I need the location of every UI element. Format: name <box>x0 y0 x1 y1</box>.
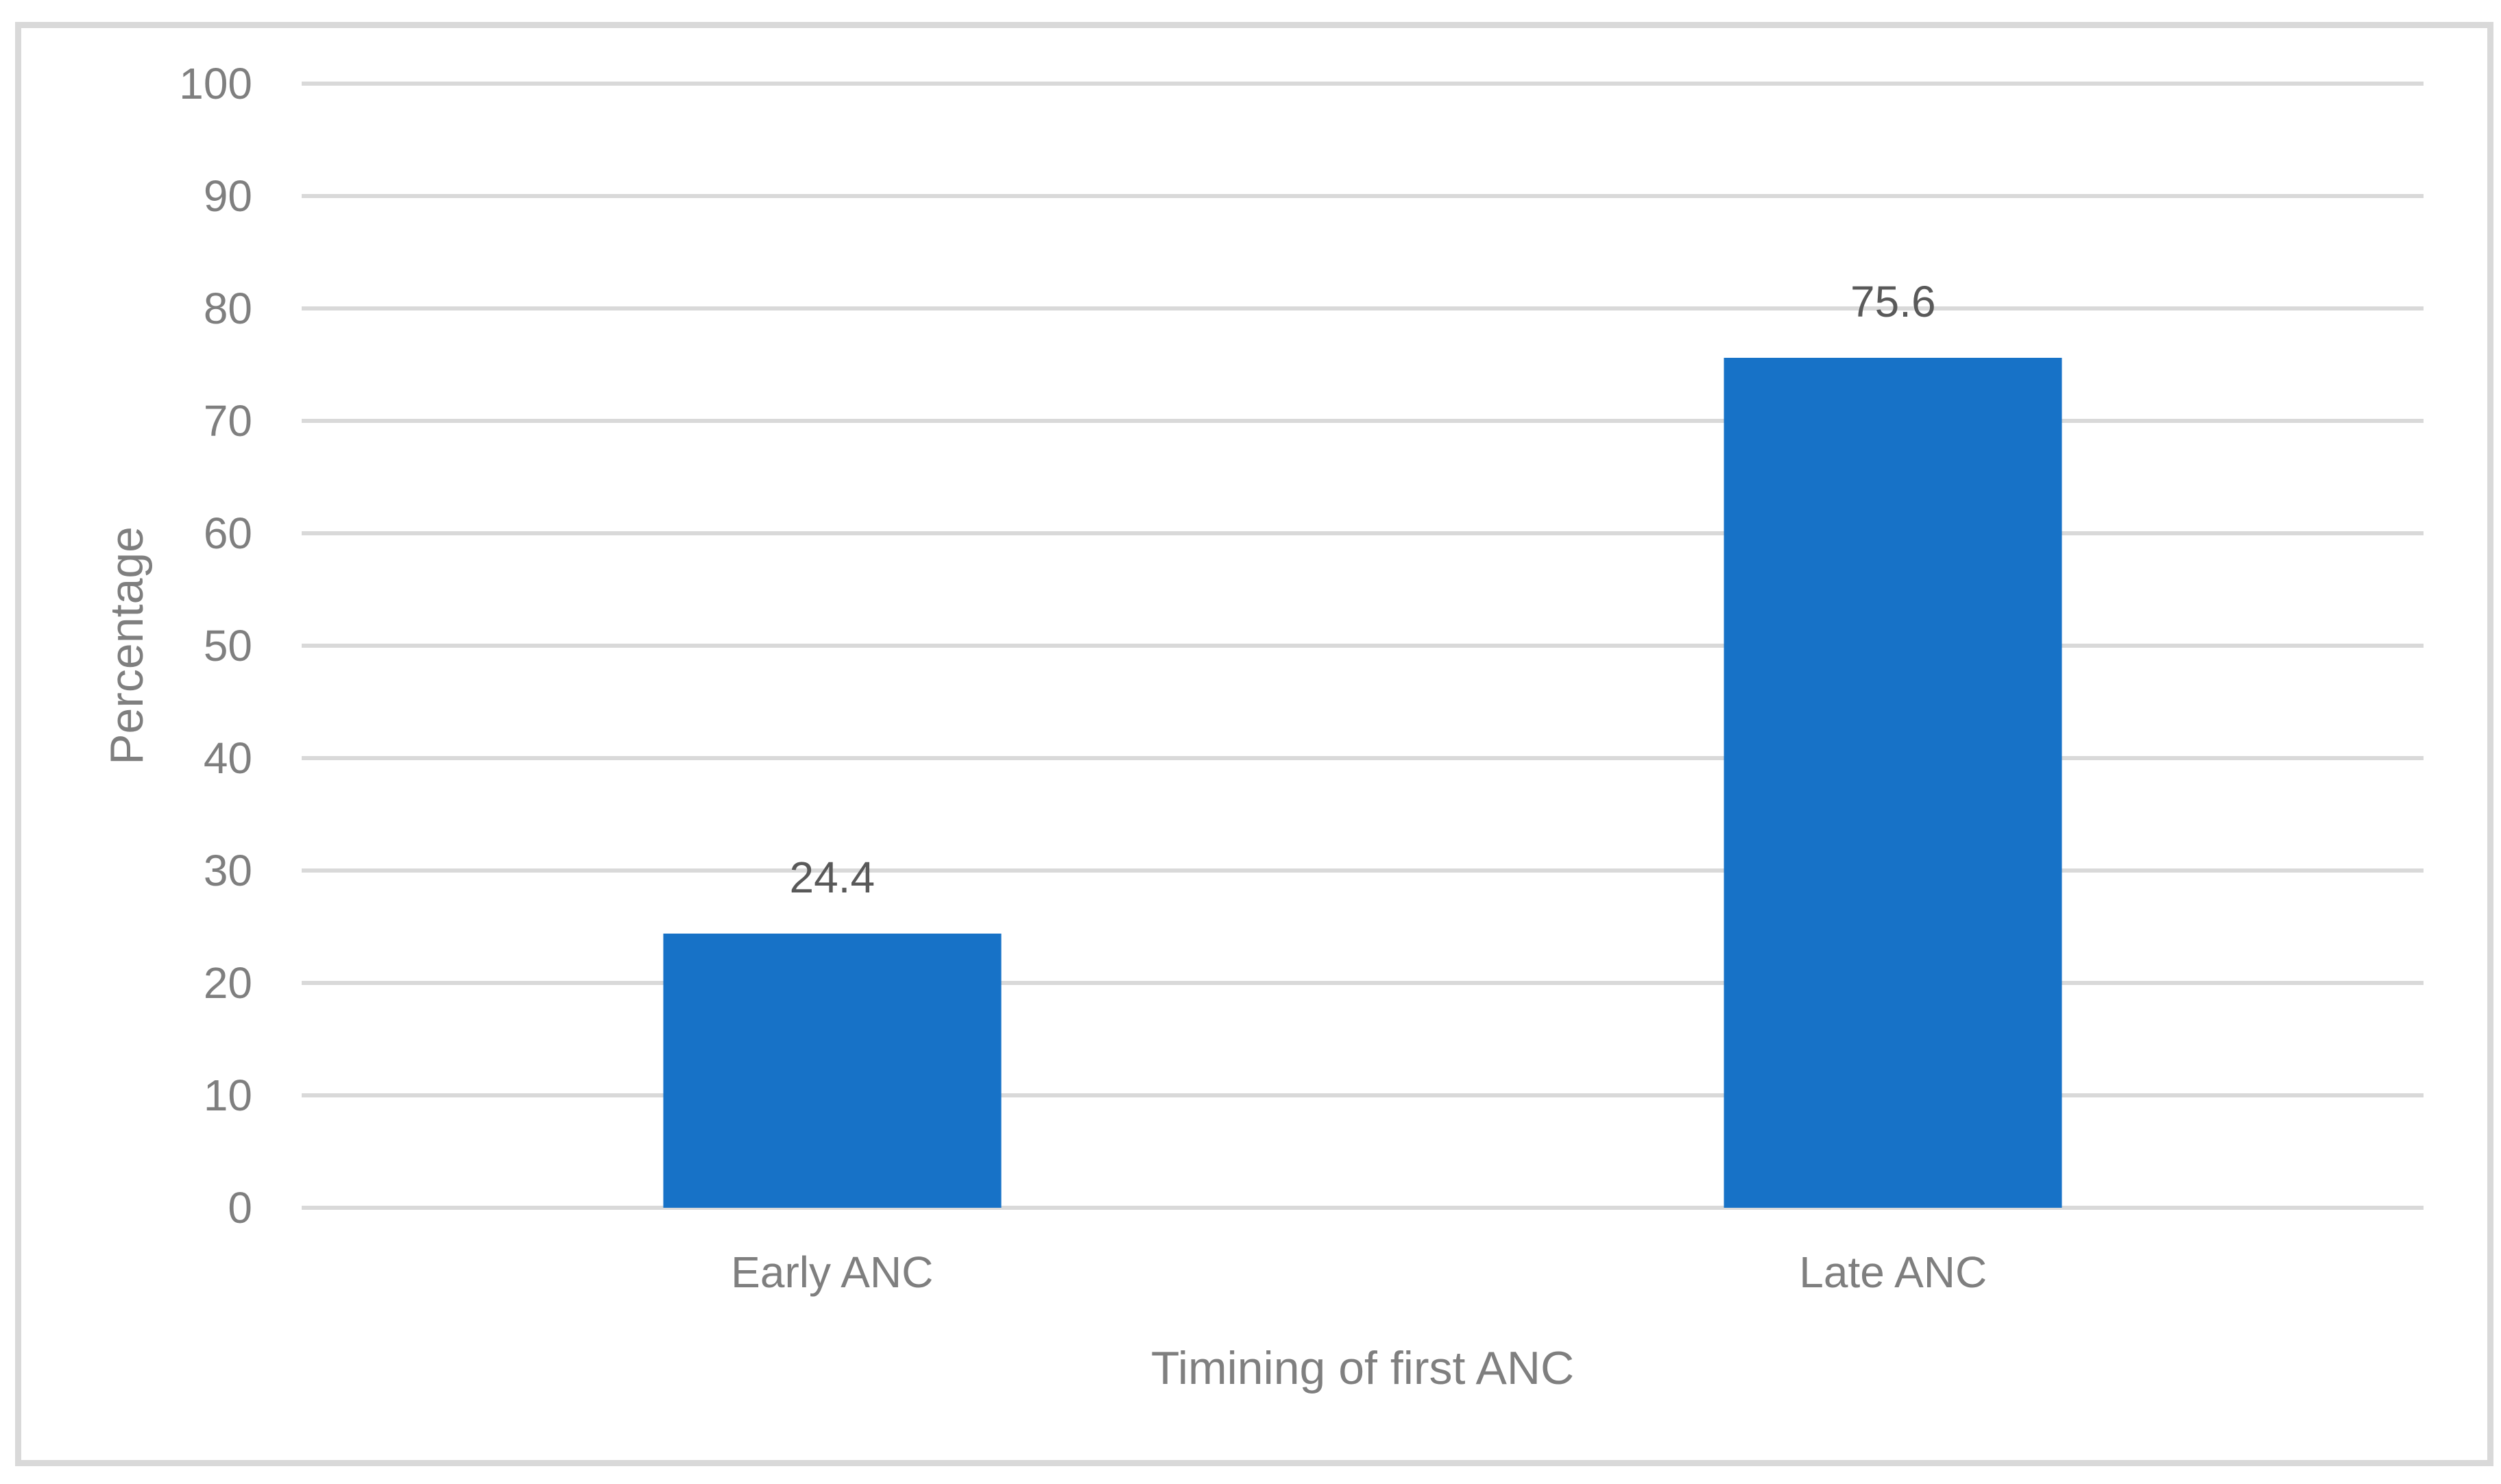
data-label-early-anc: 24.4 <box>789 852 875 902</box>
bar-early-anc <box>663 933 1002 1208</box>
y-axis-tick-labels: 0 10 20 30 40 50 60 70 80 90 100 <box>0 62 252 1230</box>
x-category-label-late-anc: Late ANC <box>1799 1248 1987 1297</box>
y-tick-label-70: 70 <box>203 396 252 446</box>
y-tick-label-30: 30 <box>203 846 252 895</box>
bar-late-anc <box>1724 358 2062 1208</box>
x-axis-title: Timining of first ANC <box>1150 1342 1575 1394</box>
gridline-y-10 <box>302 1093 2424 1097</box>
y-tick-label-80: 80 <box>203 284 252 333</box>
x-axis-category-labels: Early ANC Late ANC <box>302 1250 2424 1326</box>
gridline-y-100 <box>302 82 2424 86</box>
gridline-y-40 <box>302 756 2424 760</box>
x-category-label-early-anc: Early ANC <box>731 1248 934 1297</box>
gridline-y-70 <box>302 419 2424 423</box>
gridline-y-30 <box>302 868 2424 873</box>
gridline-y-90 <box>302 194 2424 198</box>
gridline-y-0 <box>302 1206 2424 1210</box>
y-tick-label-50: 50 <box>203 621 252 670</box>
y-tick-label-40: 40 <box>203 733 252 783</box>
gridline-y-80 <box>302 306 2424 311</box>
chart-outer-border <box>15 22 2493 1466</box>
y-tick-label-90: 90 <box>203 171 252 221</box>
gridline-y-50 <box>302 644 2424 648</box>
gridline-y-60 <box>302 531 2424 535</box>
plot-area: 24.4 75.6 <box>302 82 2424 1210</box>
y-tick-label-10: 10 <box>203 1071 252 1120</box>
data-label-late-anc: 75.6 <box>1850 277 1936 327</box>
y-tick-label-60: 60 <box>203 509 252 558</box>
y-tick-label-20: 20 <box>203 958 252 1008</box>
gridline-y-20 <box>302 981 2424 985</box>
y-tick-label-100: 100 <box>179 59 252 108</box>
y-tick-label-0: 0 <box>228 1183 252 1232</box>
